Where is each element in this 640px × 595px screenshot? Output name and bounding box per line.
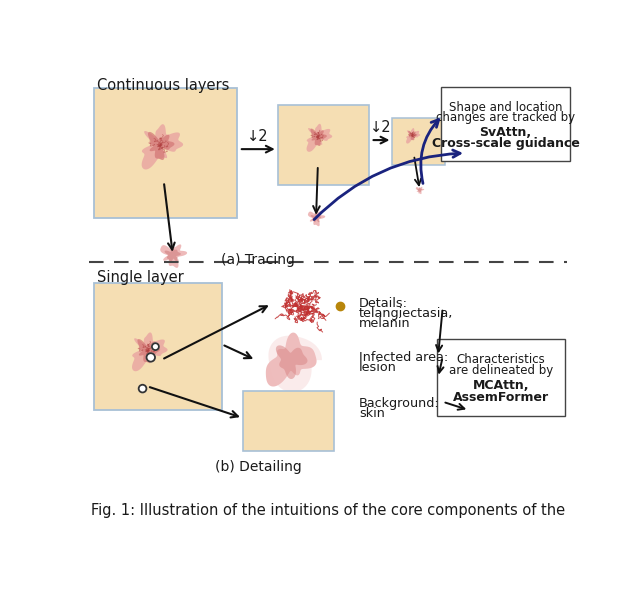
Polygon shape xyxy=(138,339,160,363)
FancyBboxPatch shape xyxy=(94,283,222,410)
Text: telangiectasia,: telangiectasia, xyxy=(359,307,453,320)
Polygon shape xyxy=(160,245,187,268)
Polygon shape xyxy=(141,124,183,170)
Text: lesion: lesion xyxy=(359,361,397,374)
Polygon shape xyxy=(308,211,325,226)
Text: MCAttn,: MCAttn, xyxy=(472,380,529,392)
Polygon shape xyxy=(307,124,332,152)
Text: Fig. 1: Illustration of the intuitions of the core components of the: Fig. 1: Illustration of the intuitions o… xyxy=(91,503,565,518)
Circle shape xyxy=(147,353,155,362)
Text: are delineated by: are delineated by xyxy=(449,364,553,377)
Polygon shape xyxy=(276,345,307,379)
FancyBboxPatch shape xyxy=(278,105,369,186)
Text: SvAttn,: SvAttn, xyxy=(479,126,532,139)
Polygon shape xyxy=(132,333,168,371)
Text: Continuous layers: Continuous layers xyxy=(97,77,229,93)
Text: Single layer: Single layer xyxy=(97,270,184,285)
Polygon shape xyxy=(164,246,180,262)
Polygon shape xyxy=(416,187,424,194)
Text: Infected area:: Infected area: xyxy=(359,351,448,364)
Polygon shape xyxy=(266,333,317,387)
Polygon shape xyxy=(268,336,322,392)
FancyBboxPatch shape xyxy=(392,118,445,165)
Polygon shape xyxy=(311,212,321,223)
FancyBboxPatch shape xyxy=(436,339,565,415)
Text: ↓2: ↓2 xyxy=(370,120,392,134)
Text: Cross-scale guidance: Cross-scale guidance xyxy=(431,137,579,150)
Circle shape xyxy=(139,385,147,393)
Text: (b) Detailing: (b) Detailing xyxy=(215,461,301,474)
Text: Characteristics: Characteristics xyxy=(456,353,545,366)
Polygon shape xyxy=(406,128,420,143)
Text: AssemFormer: AssemFormer xyxy=(452,391,549,404)
Text: Background:: Background: xyxy=(359,397,440,410)
Text: ↓2: ↓2 xyxy=(246,129,268,144)
Polygon shape xyxy=(310,129,327,146)
Circle shape xyxy=(152,343,159,350)
FancyBboxPatch shape xyxy=(243,391,334,451)
Polygon shape xyxy=(408,131,417,140)
FancyBboxPatch shape xyxy=(441,87,570,161)
Text: changes are tracked by: changes are tracked by xyxy=(436,111,575,124)
FancyBboxPatch shape xyxy=(94,88,237,218)
Text: (a) Tracing: (a) Tracing xyxy=(221,253,295,267)
Text: Shape and location: Shape and location xyxy=(449,101,562,114)
Polygon shape xyxy=(148,132,175,160)
Text: melanin: melanin xyxy=(359,317,411,330)
Polygon shape xyxy=(417,187,422,192)
Text: Details:: Details: xyxy=(359,297,408,310)
Text: skin: skin xyxy=(359,407,385,420)
